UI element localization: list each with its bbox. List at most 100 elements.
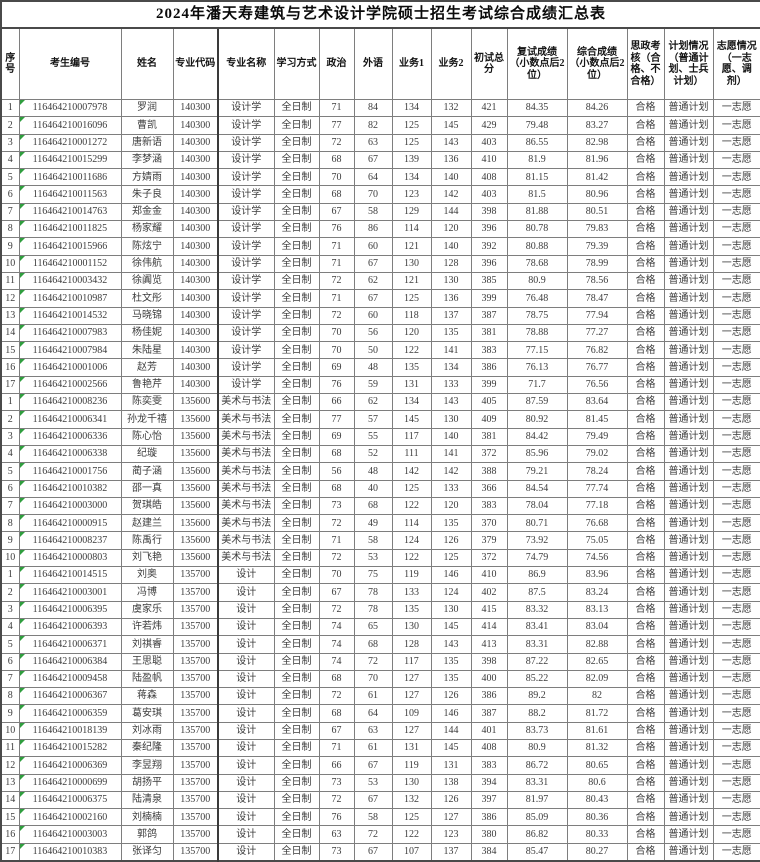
cell-plan-type: 普通计划 <box>663 271 714 291</box>
cell-major-code: 140300 <box>172 375 219 395</box>
cell-politics: 68 <box>318 669 355 689</box>
cell-subject2: 134 <box>430 358 472 377</box>
table-row: 2 116464210006341 孙龙千禧 135600 美术与书法 全日制 77 57 14… <box>0 410 760 429</box>
cell-study-mode: 全日制 <box>273 669 320 689</box>
cell-candidate-id: 116464210008236 <box>18 393 122 412</box>
col-header-seq: 序号 <box>0 27 20 100</box>
cell-name: 纪璇 <box>120 444 174 464</box>
cell-candidate-id: 116464210007984 <box>18 341 122 360</box>
cell-major-code: 140300 <box>172 341 219 360</box>
cell-retest-score: 80.9 <box>506 738 568 758</box>
cell-major-name: 美术与书法 <box>217 410 275 429</box>
cell-plan-type: 普通计划 <box>663 496 714 516</box>
cell-major-name: 设计 <box>217 652 275 671</box>
table-row: 13 116464210014532 马晓锦 140300 设计学 全日制 72 60 118 1… <box>0 306 760 325</box>
cell-major-name: 设计 <box>217 617 275 637</box>
cell-politics: 63 <box>318 825 355 844</box>
cell-overall-score: 81.96 <box>566 150 628 170</box>
cell-study-mode: 全日制 <box>273 237 320 256</box>
cell-politics: 71 <box>318 237 355 256</box>
cell-volunteer-status: 一志愿 <box>712 566 760 585</box>
cell-plan-type: 普通计划 <box>663 635 714 654</box>
cell-volunteer-status: 一志愿 <box>712 738 760 758</box>
cell-volunteer-status: 一志愿 <box>712 600 760 619</box>
cell-plan-type: 普通计划 <box>663 721 714 740</box>
cell-name: 杨家耀 <box>120 220 174 239</box>
cell-study-mode: 全日制 <box>273 773 320 792</box>
table-row: 16 116464210003003 郭鸽 135700 设计 全日制 63 72 122 123… <box>0 825 760 844</box>
cell-overall-score: 80.43 <box>566 790 628 810</box>
cell-overall-score: 81.61 <box>566 721 628 740</box>
cell-foreign-language: 62 <box>353 393 393 412</box>
cell-plan-type: 普通计划 <box>663 773 714 792</box>
cell-major-code: 140300 <box>172 185 219 204</box>
cell-subject2: 130 <box>430 410 472 429</box>
cell-subject1: 122 <box>391 341 432 360</box>
cell-initial-total: 385 <box>470 271 508 291</box>
cell-subject2: 143 <box>430 393 472 412</box>
cell-major-name: 设计 <box>217 687 275 706</box>
cell-initial-total: 421 <box>470 98 508 118</box>
cell-foreign-language: 53 <box>353 548 393 568</box>
cell-major-name: 美术与书法 <box>217 427 275 446</box>
cell-ideology-check: 合格 <box>626 531 665 550</box>
cell-plan-type: 普通计划 <box>663 669 714 689</box>
cell-volunteer-status: 一志愿 <box>712 427 760 446</box>
cell-overall-score: 79.49 <box>566 427 628 446</box>
cell-overall-score: 77.94 <box>566 306 628 325</box>
cell-retest-score: 83.73 <box>506 721 568 740</box>
cell-subject1: 145 <box>391 410 432 429</box>
cell-politics: 72 <box>318 306 355 325</box>
col-header-major-name: 专业名称 <box>217 27 275 100</box>
cell-overall-score: 79.02 <box>566 444 628 464</box>
cell-major-name: 设计学 <box>217 202 275 222</box>
cell-name: 刘飞艳 <box>120 548 174 568</box>
cell-plan-type: 普通计划 <box>663 600 714 619</box>
cell-ideology-check: 合格 <box>626 652 665 671</box>
cell-retest-score: 88.2 <box>506 704 568 723</box>
cell-subject1: 123 <box>391 185 432 204</box>
cell-plan-type: 普通计划 <box>663 548 714 568</box>
col-header-name: 姓名 <box>120 27 174 100</box>
cell-foreign-language: 53 <box>353 773 393 792</box>
cell-study-mode: 全日制 <box>273 825 320 844</box>
cell-volunteer-status: 一志愿 <box>712 687 760 706</box>
cell-subject1: 125 <box>391 116 432 135</box>
cell-overall-score: 83.24 <box>566 583 628 602</box>
cell-major-code: 135600 <box>172 427 219 446</box>
cell-study-mode: 全日制 <box>273 600 320 619</box>
cell-name: 张译匀 <box>120 842 174 862</box>
table-row: 9 116464210008237 陈禹行 135600 美术与书法 全日制 71 58 124… <box>0 531 760 550</box>
cell-candidate-id: 116464210008237 <box>18 531 122 550</box>
cell-foreign-language: 67 <box>353 150 393 170</box>
cell-name: 郑金金 <box>120 202 174 222</box>
cell-volunteer-status: 一志愿 <box>712 116 760 135</box>
cell-initial-total: 383 <box>470 756 508 775</box>
cell-seq: 6 <box>0 652 20 671</box>
cell-major-code: 140300 <box>172 358 219 377</box>
cell-ideology-check: 合格 <box>626 756 665 775</box>
cell-study-mode: 全日制 <box>273 393 320 412</box>
col-header-plan-type: 计划情况（普通计划、士兵计划） <box>663 27 714 100</box>
cell-subject1: 133 <box>391 583 432 602</box>
cell-study-mode: 全日制 <box>273 444 320 464</box>
cell-major-code: 135700 <box>172 756 219 775</box>
cell-major-code: 135600 <box>172 514 219 533</box>
cell-subject1: 134 <box>391 98 432 118</box>
cell-major-name: 设计学 <box>217 323 275 343</box>
cell-major-code: 135700 <box>172 669 219 689</box>
cell-study-mode: 全日制 <box>273 220 320 239</box>
cell-overall-score: 78.56 <box>566 271 628 291</box>
cell-volunteer-status: 一志愿 <box>712 583 760 602</box>
cell-retest-score: 78.75 <box>506 306 568 325</box>
cell-major-code: 135700 <box>172 790 219 810</box>
cell-retest-score: 84.42 <box>506 427 568 446</box>
cell-foreign-language: 68 <box>353 496 393 516</box>
cell-ideology-check: 合格 <box>626 548 665 568</box>
cell-seq: 8 <box>0 220 20 239</box>
table-row: 11 116464210015282 秦纪隆 135700 设计 全日制 71 61 131 14… <box>0 738 760 758</box>
cell-seq: 4 <box>0 444 20 464</box>
cell-study-mode: 全日制 <box>273 271 320 291</box>
cell-volunteer-status: 一志愿 <box>712 444 760 464</box>
cell-retest-score: 86.9 <box>506 566 568 585</box>
